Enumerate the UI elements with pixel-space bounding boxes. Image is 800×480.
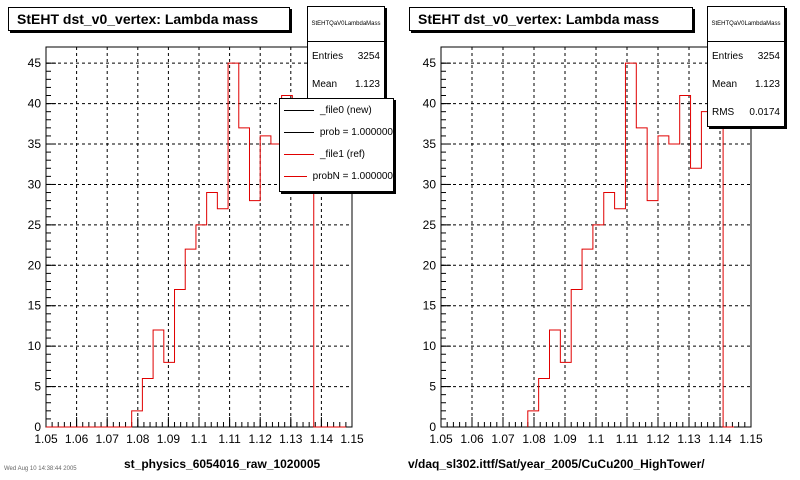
stats-histogram-name: StEHTQaV0LambdaMass (708, 7, 784, 42)
y-tick-label: 10 (423, 339, 437, 353)
x-tick-label: 1.14 (310, 432, 334, 446)
stats-value: 0.0174 (749, 106, 780, 118)
y-tick-label: 5 (429, 380, 436, 394)
chart-title-right: StEHT dst_v0_vertex: Lambda mass (409, 7, 693, 31)
legend-swatch-red (284, 175, 307, 177)
x-tick-label: 1.13 (677, 432, 701, 446)
legend-left: _file0 (new) prob = 1.000000 _file1 (ref… (279, 98, 394, 192)
x-tick-label: 1.1 (191, 432, 208, 446)
x-tick-label: 1.09 (157, 432, 181, 446)
y-tick-label: 45 (28, 56, 42, 70)
stats-label: RMS (712, 106, 735, 118)
y-tick-label: 30 (28, 177, 42, 191)
stats-row-mean: Mean 1.123 (308, 70, 384, 98)
x-tick-label: 1.11 (218, 432, 241, 446)
y-tick-label: 0 (429, 420, 436, 434)
x-tick-label: 1.07 (96, 432, 120, 446)
x-tick-label: 1.06 (65, 432, 89, 446)
x-tick-label: 1.05 (34, 432, 58, 446)
y-tick-label: 45 (423, 56, 437, 70)
legend-entry: prob = 1.000000 (280, 121, 393, 143)
y-tick-label: 25 (423, 218, 437, 232)
x-tick-label: 1.05 (429, 432, 453, 446)
legend-label: prob = 1.000000 (319, 126, 393, 138)
x-axis-label-right: v/daq_sl302.ittf/Sat/year_2005/CuCu200_H… (408, 457, 705, 471)
y-tick-label: 35 (423, 137, 437, 151)
x-tick-label: 1.1 (588, 432, 605, 446)
stats-value: 1.123 (354, 78, 380, 90)
stats-box-left: StEHTQaV0LambdaMass Entries 3254 Mean 1.… (307, 6, 385, 99)
y-tick-label: 35 (28, 137, 42, 151)
y-tick-label: 40 (423, 97, 437, 111)
y-tick-label: 20 (28, 258, 42, 272)
y-tick-label: 5 (34, 380, 41, 394)
stats-histogram-name: StEHTQaV0LambdaMass (308, 7, 384, 42)
legend-entry: probN = 1.000000 (280, 165, 393, 187)
x-tick-label: 1.12 (646, 432, 670, 446)
x-tick-label: 1.08 (522, 432, 546, 446)
legend-label: probN = 1.000000 (312, 170, 393, 182)
x-tick-label: 1.14 (708, 432, 732, 446)
y-tick-label: 20 (423, 258, 437, 272)
x-tick-label: 1.09 (553, 432, 577, 446)
stats-label: Mean (712, 78, 738, 90)
stats-row-entries: Entries 3254 (308, 42, 384, 70)
x-tick-label: 1.13 (279, 432, 303, 446)
chart-title-left: StEHT dst_v0_vertex: Lambda mass (8, 7, 290, 31)
y-tick-label: 40 (28, 97, 42, 111)
y-tick-label: 10 (28, 339, 42, 353)
stats-label: Entries (312, 50, 344, 62)
legend-swatch-red (284, 153, 314, 155)
legend-entry: _file1 (ref) (280, 143, 393, 165)
legend-label: _file1 (ref) (320, 148, 366, 160)
x-tick-label: 1.15 (340, 432, 364, 446)
x-tick-label: 1.07 (491, 432, 515, 446)
legend-entry: _file0 (new) (280, 99, 393, 121)
histogram-series (527, 62, 734, 428)
y-tick-label: 30 (423, 177, 437, 191)
stats-label: Mean (312, 78, 338, 90)
legend-label: _file0 (new) (320, 104, 372, 116)
x-tick-label: 1.08 (126, 432, 150, 446)
footer-timestamp: Wed Aug 10 14:38:44 2005 (4, 466, 77, 472)
x-tick-label: 1.06 (460, 432, 484, 446)
x-tick-label: 1.12 (249, 432, 273, 446)
x-axis-label-left: st_physics_6054016_raw_1020005 (124, 457, 321, 471)
stats-label: Entries (712, 50, 744, 62)
stats-box-right: StEHTQaV0LambdaMass Entries 3254 Mean 1.… (707, 6, 785, 127)
stats-value: 3254 (357, 50, 380, 62)
stats-value: 3254 (757, 50, 780, 62)
stats-row-mean: Mean 1.123 (708, 70, 784, 98)
y-tick-label: 15 (423, 299, 437, 313)
legend-swatch-black (284, 109, 314, 111)
stats-row-rms: RMS 0.0174 (708, 98, 784, 126)
y-tick-label: 25 (28, 218, 42, 232)
y-tick-label: 0 (34, 420, 41, 434)
legend-swatch-black (284, 131, 314, 133)
x-tick-label: 1.11 (616, 432, 639, 446)
x-tick-label: 1.15 (739, 432, 763, 446)
stats-row-entries: Entries 3254 (708, 42, 784, 70)
y-tick-label: 15 (28, 299, 42, 313)
stats-value: 1.123 (754, 78, 780, 90)
